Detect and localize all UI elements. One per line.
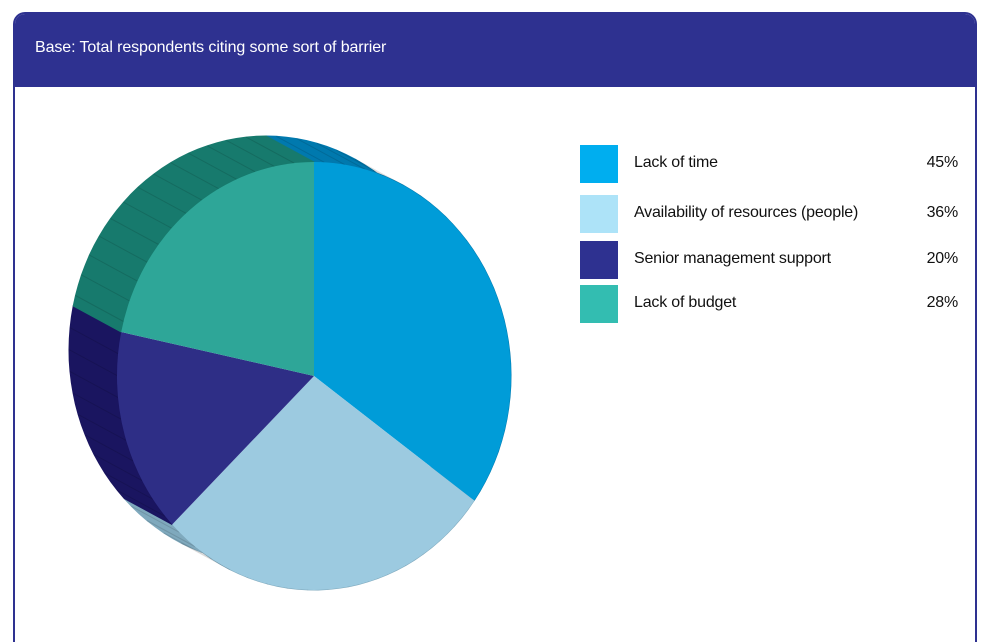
pie-side-facet-line [146, 520, 196, 547]
base-text: Base: Total respondents citing some sort… [35, 39, 387, 56]
pie-side-facet-line [69, 327, 119, 355]
legend-value: 20% [926, 250, 959, 267]
pie-side-facet-line [72, 392, 122, 420]
legend-swatch [580, 285, 618, 323]
pie-side-facet-line [89, 254, 138, 282]
legend-label: Senior management support [634, 250, 831, 267]
pie-side-facet-line [69, 371, 119, 398]
pie-side-facet-line [354, 158, 404, 186]
pie-slice-lack-of-time [314, 162, 511, 501]
pie-slice-availability-of-resources-people [172, 376, 475, 590]
legend-label: Availability of resources (people) [634, 204, 859, 221]
pie-side-facet-line [245, 136, 295, 164]
pie-side-facet-line [226, 139, 275, 167]
pie-side-facet-line [336, 149, 385, 177]
legend-item-lack-of-budget: Lack of budget 28% [580, 285, 970, 323]
pie-side-facet-line [131, 505, 180, 533]
pie-side-facet-line [77, 413, 127, 441]
legend-value: 36% [926, 204, 959, 221]
chart-header: Base: Total respondents citing some sort… [15, 14, 975, 87]
legend-item-lack-of-time: Lack of time 45% [580, 145, 970, 183]
pie-side-facet-line [153, 173, 203, 201]
legend-label: Lack of time [634, 154, 718, 171]
legend-swatch [580, 145, 618, 183]
pie-side-facet-line [68, 349, 118, 377]
pie-slice-senior-management-support [117, 332, 315, 525]
legend-swatch [580, 241, 618, 279]
pie-side-facet-line [117, 489, 166, 517]
legend-value: 45% [926, 154, 959, 171]
legend-swatch [580, 195, 618, 233]
pie-side-facet-line [206, 145, 256, 173]
pie-side-facet-line [123, 201, 172, 229]
pie-side-facet-line [276, 135, 325, 163]
pie-side-facet-line [84, 434, 134, 462]
pie-side-facet-line [81, 274, 130, 302]
pie-side-facet-line [316, 142, 366, 170]
pie-side-facet-line [93, 454, 143, 482]
pie-side-facet-line [163, 532, 212, 560]
legend-item-senior-management-support: Senior management support 20% [580, 241, 970, 279]
pie-side-facet-line [104, 472, 154, 500]
legend-label: Lack of budget [634, 294, 737, 311]
pie-side-facet-line [137, 186, 187, 214]
pie-side-facet-line [98, 235, 148, 263]
pie-side-facet-line [188, 152, 237, 180]
pie-side-facet-line [110, 218, 159, 245]
legend-value: 28% [926, 294, 959, 311]
pie-side-facet-line [181, 542, 230, 570]
pie-side-facet-line [75, 295, 124, 322]
pie-side-facet-line [296, 138, 345, 166]
legend-item-availability-of-resources: Availability of resources (people) 36% [580, 195, 970, 233]
pie-side-facet-line [170, 162, 219, 190]
pie-slice-lack-of-budget [121, 162, 314, 376]
